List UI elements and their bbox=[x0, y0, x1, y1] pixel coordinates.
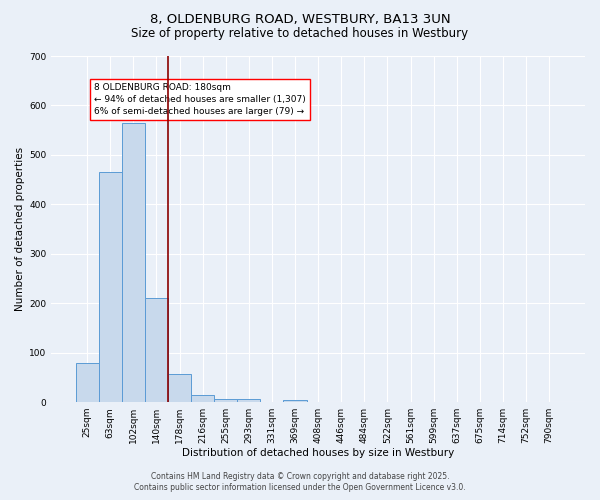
Bar bbox=[191, 394, 214, 402]
Bar bbox=[76, 362, 98, 402]
Bar bbox=[214, 398, 237, 402]
Y-axis label: Number of detached properties: Number of detached properties bbox=[15, 147, 25, 311]
Text: Size of property relative to detached houses in Westbury: Size of property relative to detached ho… bbox=[131, 28, 469, 40]
X-axis label: Distribution of detached houses by size in Westbury: Distribution of detached houses by size … bbox=[182, 448, 454, 458]
Bar bbox=[145, 298, 168, 402]
Bar bbox=[98, 172, 122, 402]
Text: 8, OLDENBURG ROAD, WESTBURY, BA13 3UN: 8, OLDENBURG ROAD, WESTBURY, BA13 3UN bbox=[149, 12, 451, 26]
Text: 8 OLDENBURG ROAD: 180sqm
← 94% of detached houses are smaller (1,307)
6% of semi: 8 OLDENBURG ROAD: 180sqm ← 94% of detach… bbox=[94, 83, 306, 116]
Text: Contains HM Land Registry data © Crown copyright and database right 2025.
Contai: Contains HM Land Registry data © Crown c… bbox=[134, 472, 466, 492]
Bar bbox=[168, 374, 191, 402]
Bar bbox=[122, 122, 145, 402]
Bar bbox=[283, 400, 307, 402]
Bar bbox=[237, 399, 260, 402]
